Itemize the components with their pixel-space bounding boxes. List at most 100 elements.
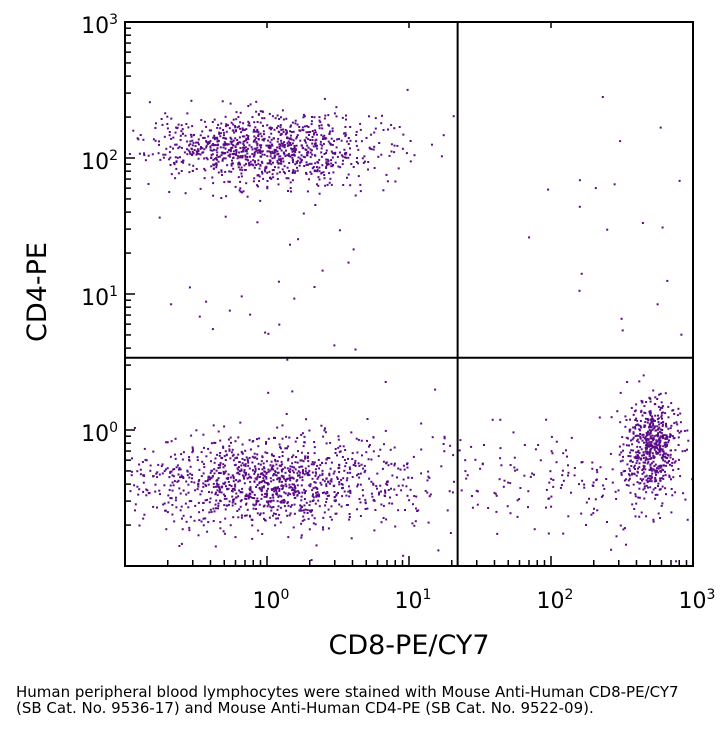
- event-point: [320, 483, 323, 486]
- event-point: [276, 146, 279, 149]
- event-point: [638, 462, 641, 465]
- event-point: [669, 463, 671, 466]
- event-point: [662, 445, 665, 448]
- event-point: [657, 432, 659, 435]
- event-point: [424, 489, 427, 492]
- event-point: [180, 542, 183, 545]
- event-point: [235, 118, 238, 121]
- event-point: [238, 141, 241, 144]
- event-point: [345, 462, 348, 464]
- event-point: [397, 484, 400, 487]
- event-point: [428, 476, 431, 479]
- event-point: [380, 122, 383, 125]
- event-point: [300, 484, 303, 487]
- event-point: [191, 169, 194, 172]
- event-point: [280, 460, 283, 463]
- event-point: [261, 480, 264, 482]
- event-point: [182, 475, 185, 478]
- event-point: [237, 468, 240, 471]
- event-point: [302, 155, 305, 158]
- event-point: [333, 484, 336, 487]
- event-point: [359, 190, 362, 193]
- event-point: [244, 473, 247, 476]
- event-point: [650, 462, 653, 465]
- event-point: [279, 464, 282, 467]
- event-point: [272, 468, 275, 471]
- event-point: [309, 171, 312, 174]
- event-point: [207, 447, 210, 450]
- event-point: [632, 436, 635, 439]
- event-point: [224, 459, 227, 461]
- event-point: [255, 503, 257, 506]
- event-point: [343, 469, 346, 472]
- event-point: [523, 444, 526, 446]
- event-point: [590, 513, 593, 516]
- event-point: [407, 476, 410, 479]
- event-point: [238, 470, 241, 473]
- event-point: [221, 485, 224, 488]
- event-point: [232, 139, 235, 142]
- event-point: [190, 99, 193, 102]
- event-point: [284, 155, 287, 158]
- event-point: [262, 177, 265, 180]
- event-point: [281, 468, 284, 471]
- event-point: [238, 508, 241, 511]
- event-point: [216, 489, 219, 492]
- event-point: [259, 463, 262, 466]
- event-point: [451, 491, 454, 494]
- event-point: [675, 421, 678, 424]
- event-point: [325, 483, 328, 486]
- event-point: [215, 469, 218, 472]
- event-point: [282, 477, 285, 480]
- event-point: [373, 167, 376, 169]
- event-point: [253, 151, 256, 154]
- event-point: [159, 158, 162, 161]
- event-point: [234, 463, 237, 466]
- event-point: [203, 446, 205, 449]
- event-point: [165, 441, 168, 444]
- event-point: [230, 137, 233, 140]
- event-point: [367, 168, 369, 171]
- event-point: [296, 479, 299, 481]
- event-point: [294, 461, 297, 464]
- y-tick-label: 101: [81, 284, 118, 311]
- event-point: [174, 499, 177, 502]
- event-point: [622, 443, 625, 446]
- event-point: [359, 472, 362, 475]
- event-point: [330, 505, 333, 508]
- event-point: [650, 456, 653, 459]
- event-point: [295, 456, 298, 458]
- event-point: [330, 518, 333, 521]
- event-point: [231, 454, 234, 457]
- event-point: [236, 157, 239, 160]
- event-point: [550, 435, 553, 438]
- event-point: [297, 450, 299, 453]
- event-point: [239, 500, 242, 503]
- event-point: [338, 481, 341, 483]
- event-point: [386, 180, 389, 183]
- event-point: [415, 507, 417, 510]
- event-point: [654, 487, 657, 489]
- event-point: [225, 485, 227, 488]
- event-point: [663, 434, 666, 437]
- event-point: [271, 493, 274, 496]
- event-point: [267, 468, 270, 471]
- event-point: [638, 487, 641, 490]
- event-point: [278, 171, 281, 174]
- event-point: [403, 468, 406, 471]
- event-point: [265, 471, 268, 474]
- event-point: [649, 435, 652, 438]
- event-point: [325, 477, 328, 480]
- event-point: [230, 485, 233, 487]
- event-point: [216, 154, 218, 157]
- event-point: [306, 457, 309, 459]
- event-point: [247, 476, 250, 479]
- event-point: [308, 484, 311, 487]
- event-point: [358, 498, 361, 500]
- event-point: [244, 146, 247, 149]
- event-point: [643, 485, 646, 488]
- event-point: [598, 416, 601, 419]
- event-point: [376, 472, 379, 475]
- event-point: [364, 502, 367, 505]
- event-point: [311, 136, 314, 138]
